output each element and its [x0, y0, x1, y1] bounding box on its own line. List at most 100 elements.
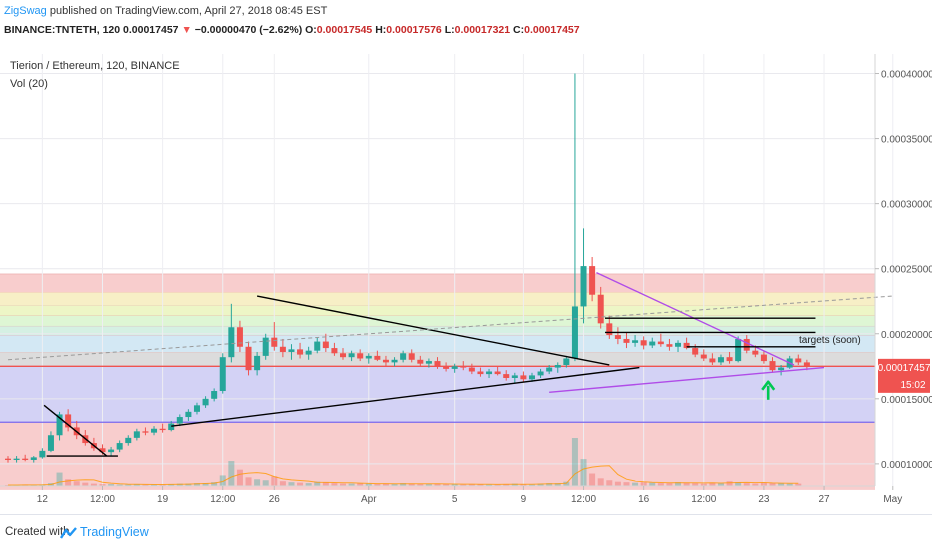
- volume-bar: [193, 483, 200, 486]
- candle-body: [133, 431, 140, 438]
- symbol-interval: BINANCE:TNTETH, 120: [4, 24, 121, 36]
- x-tick-label: 5: [452, 494, 458, 505]
- candle-body: [709, 358, 716, 363]
- candle-body: [666, 344, 673, 347]
- tradingview-logo-icon: [60, 527, 77, 539]
- candle-body: [503, 374, 510, 378]
- volume-bar: [314, 481, 321, 486]
- author-link[interactable]: ZigSwag: [4, 5, 47, 17]
- candle-body: [159, 428, 166, 431]
- candle-body: [520, 375, 527, 380]
- candle-body: [262, 337, 269, 356]
- candle-body: [322, 341, 329, 349]
- published-text: published on TradingView.com, April 27, …: [49, 5, 328, 17]
- volume-bar: [743, 483, 750, 486]
- candle-body: [151, 428, 158, 433]
- volume-bar: [90, 483, 97, 486]
- volume-bar: [786, 483, 793, 486]
- down-arrow-icon: ▼: [181, 24, 192, 36]
- volume-bar: [219, 475, 226, 486]
- close-value: 0.00017457: [524, 24, 580, 36]
- candle-body: [408, 353, 415, 360]
- trendlines-layer[interactable]: [7, 271, 893, 457]
- price-change: −0.00000470 (−2.62%): [194, 24, 303, 36]
- candle-body: [108, 449, 115, 453]
- x-tick-label: Apr: [361, 494, 377, 505]
- volume-bar: [700, 483, 707, 486]
- candle-body: [39, 450, 46, 458]
- volume-bar: [657, 483, 664, 486]
- footer: Created with TradingView: [0, 514, 932, 551]
- candle-body: [348, 353, 355, 358]
- candle-body: [717, 357, 724, 363]
- x-tick-label: 12:00: [210, 494, 235, 505]
- candle-body: [752, 350, 759, 355]
- publish-info: ZigSwag published on TradingView.com, Ap…: [4, 5, 327, 17]
- candle-body: [606, 323, 613, 336]
- volume-bar: [537, 483, 544, 486]
- volume-bar: [56, 472, 63, 486]
- volume-bar: [752, 483, 759, 486]
- low-label: L:: [444, 24, 455, 36]
- price-badge: 0.00017457 15:02: [878, 358, 931, 393]
- candle-body: [623, 338, 630, 343]
- volume-bar: [589, 473, 596, 486]
- price-chart[interactable]: Tierion / Ethereum, 120, BINANCE Vol (20…: [0, 54, 932, 514]
- candle-body: [511, 375, 518, 378]
- trendline: [549, 366, 825, 394]
- volume-bar: [348, 483, 355, 486]
- candle-body: [340, 353, 347, 358]
- volume-bar: [365, 483, 372, 486]
- candle-body: [683, 342, 690, 349]
- volume-bar: [279, 481, 286, 486]
- candle-body: [202, 398, 209, 406]
- volume-bar: [425, 484, 432, 486]
- candle-body: [778, 367, 785, 371]
- candle-body: [735, 338, 742, 362]
- volume-bar: [185, 483, 192, 486]
- candle-body: [640, 340, 647, 346]
- candle-body: [494, 371, 501, 375]
- time-axis[interactable]: 12 12:00 19 12:00 26 Apr 5 9 12:00 16 12:00 23 27 May: [37, 486, 902, 505]
- trendline: [171, 366, 640, 427]
- volume-bar: [623, 482, 630, 486]
- volume-bar: [340, 483, 347, 486]
- candle-body: [546, 367, 553, 372]
- volume-bar: [434, 483, 441, 486]
- candle-body: [357, 353, 364, 359]
- x-tick-label: 23: [758, 494, 770, 505]
- y-tick-label: 0.00040000: [881, 70, 932, 81]
- volume-bar: [675, 482, 682, 486]
- volume-bar: [133, 484, 140, 486]
- candle-body: [30, 457, 37, 460]
- volume-ma-line: [8, 465, 799, 486]
- price-axis[interactable]: 0.00010000 0.00015000 0.00020000 0.00025000…: [875, 70, 932, 471]
- candle-body: [228, 327, 235, 358]
- candle-body: [580, 266, 587, 307]
- volume-bar: [382, 483, 389, 486]
- volume-bar: [494, 484, 501, 486]
- y-tick-label: 0.00010000: [881, 460, 932, 471]
- volume-bar: [73, 481, 80, 486]
- volume-bar: [795, 483, 802, 486]
- volume-bar: [451, 484, 458, 486]
- tradingview-brand-link[interactable]: TradingView: [80, 525, 149, 539]
- candle-body: [314, 341, 321, 351]
- current-price-label: 0.00017457: [878, 363, 931, 374]
- candle-body: [528, 375, 535, 380]
- volume-bar: [735, 482, 742, 486]
- candle-body: [99, 448, 106, 453]
- candle-body: [305, 350, 312, 355]
- candle-body: [365, 355, 372, 359]
- candle-body: [700, 354, 707, 359]
- candle-body: [743, 338, 750, 351]
- symbol-ohlc-line: BINANCE:TNTETH, 120 0.00017457 ▼ −0.0000…: [4, 24, 580, 36]
- candle-body: [193, 405, 200, 412]
- volume-bar: [305, 483, 312, 486]
- candle-body: [692, 348, 699, 355]
- volume-bar: [614, 481, 621, 486]
- price-zone: [0, 325, 875, 336]
- candle-body: [374, 355, 381, 360]
- open-value: 0.00017545: [316, 24, 373, 36]
- price-zone: [0, 292, 875, 306]
